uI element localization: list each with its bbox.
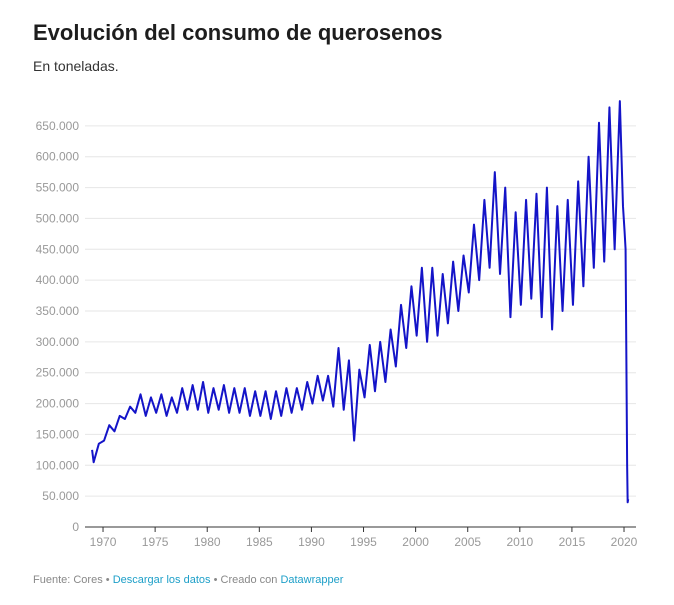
source: Fuente: Cores	[33, 574, 103, 586]
y-tick-label: 350.000	[36, 304, 80, 318]
chart-subtitle: En toneladas.	[33, 58, 119, 74]
x-tick-label: 1985	[246, 535, 273, 549]
y-tick-label: 200.000	[36, 397, 80, 411]
y-tick-label: 450.000	[36, 242, 80, 256]
y-tick-label: 600.000	[36, 150, 80, 164]
x-tick-label: 2010	[506, 535, 533, 549]
download-link[interactable]: Descargar los datos	[113, 574, 211, 586]
x-tick-label: 2000	[402, 535, 429, 549]
x-tick-label: 1970	[90, 535, 117, 549]
x-tick-label: 1990	[298, 535, 325, 549]
x-tick-label: 2015	[559, 535, 586, 549]
x-tick-label: 1980	[194, 535, 221, 549]
y-tick-label: 300.000	[36, 335, 80, 349]
y-tick-label: 50.000	[42, 489, 79, 503]
y-tick-label: 150.000	[36, 427, 80, 441]
y-tick-label: 250.000	[36, 366, 80, 380]
y-tick-label: 500.000	[36, 211, 80, 225]
y-tick-label: 0	[72, 520, 79, 534]
y-tick-label: 550.000	[36, 181, 80, 195]
created-with: Creado con	[221, 574, 278, 586]
y-tick-label: 400.000	[36, 273, 80, 287]
tool-link[interactable]: Datawrapper	[280, 574, 343, 586]
chart-title: Evolución del consumo de querosenos	[33, 20, 443, 45]
x-tick-label: 2020	[611, 535, 638, 549]
footer: Fuente: Cores • Descargar los datos • Cr…	[33, 574, 344, 586]
x-tick-label: 1995	[350, 535, 377, 549]
x-tick-label: 1975	[142, 535, 169, 549]
separator: •	[106, 574, 110, 586]
y-tick-label: 650.000	[36, 119, 80, 133]
separator: •	[214, 574, 218, 586]
line-series	[91, 100, 630, 504]
y-tick-label: 100.000	[36, 458, 80, 472]
x-tick-label: 2005	[454, 535, 481, 549]
